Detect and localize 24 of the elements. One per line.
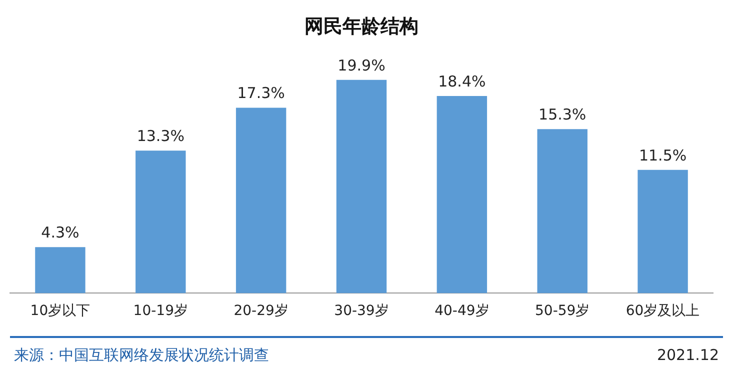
chart-title: 网民年龄结构 — [304, 15, 418, 38]
data-label: 19.9% — [338, 56, 386, 74]
x-tick-label: 10岁以下 — [30, 303, 90, 320]
bar — [236, 108, 286, 294]
x-tick-label: 50-59岁 — [535, 303, 590, 320]
x-tick-label: 60岁及以上 — [626, 303, 700, 320]
x-tick-label: 10-19岁 — [133, 303, 188, 320]
x-tick-label: 20-29岁 — [234, 303, 288, 320]
x-tick-label: 40-49岁 — [434, 303, 490, 320]
data-label: 4.3% — [41, 223, 80, 242]
x-tick-label: 30-39岁 — [334, 303, 389, 320]
data-label: 15.3% — [538, 106, 586, 124]
data-label: 18.4% — [438, 72, 486, 90]
bar — [35, 247, 86, 294]
bar — [537, 129, 588, 294]
bar — [436, 96, 488, 294]
bar — [336, 80, 387, 294]
data-label: 11.5% — [638, 146, 687, 164]
text: 2021.12 — [656, 346, 719, 365]
bar — [136, 150, 186, 294]
data-label: 17.3% — [237, 84, 285, 102]
bar — [638, 170, 688, 294]
data-label: 13.3% — [136, 127, 184, 146]
source-note: 来源：中国互联网络发展状况统计调查 — [14, 346, 269, 365]
